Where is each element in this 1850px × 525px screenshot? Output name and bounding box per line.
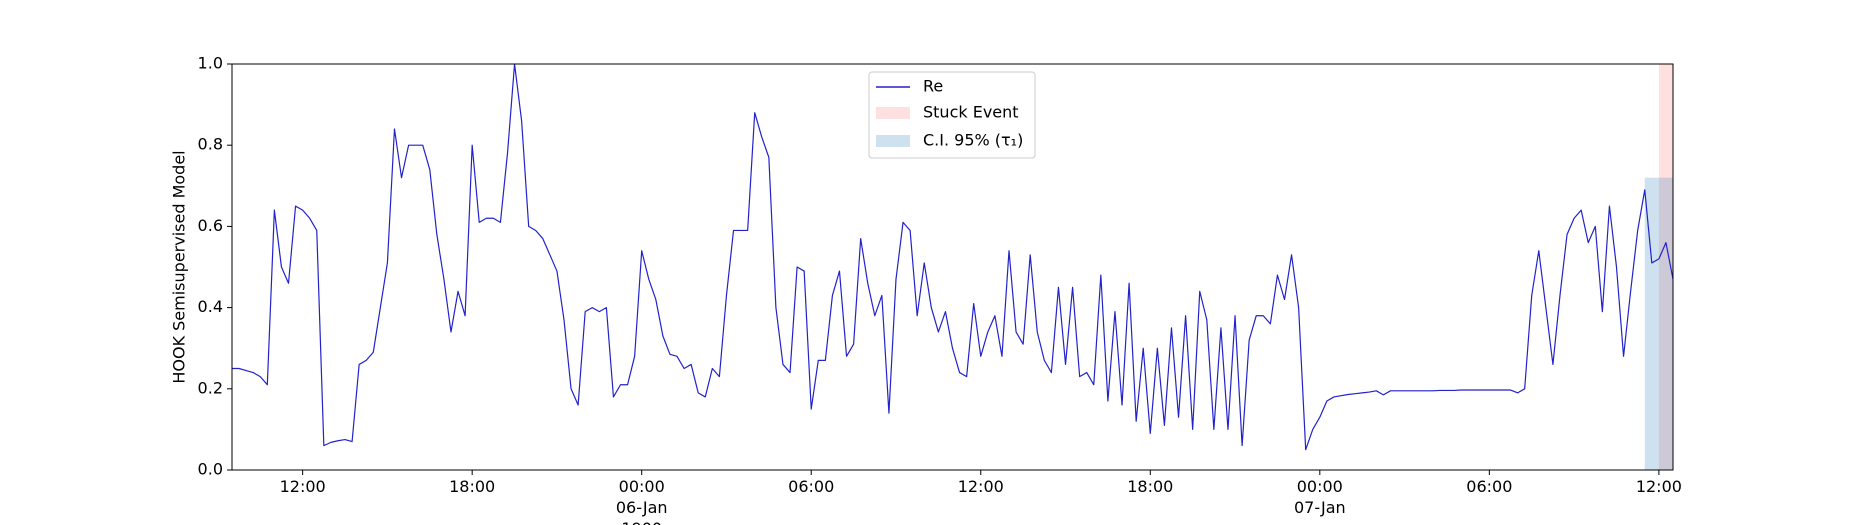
span (1658, 64, 1673, 470)
y-axis-label: HOOK Semisupervised Model (170, 150, 189, 383)
legend-box (868, 71, 1036, 159)
x-tick-label: 12:00 (280, 477, 326, 496)
legend-label: Re (923, 77, 943, 96)
plot-frame (231, 63, 1674, 471)
x-tick-label: 00:00 07-Jan (1294, 477, 1346, 517)
x-tick-label: 18:00 (449, 477, 495, 496)
legend-swatch (876, 107, 910, 119)
data-line (232, 63, 1674, 451)
y-tick-label: 1.0 (198, 54, 223, 73)
legend-label: Stuck Event (923, 103, 1019, 122)
y-tick-label: 0.6 (198, 216, 223, 235)
x-tick-label: 12:00 (958, 477, 1004, 496)
x-tick-label: 06:00 (788, 477, 834, 496)
x-tick-label: 06:00 (1466, 477, 1512, 496)
y-tick-label: 0.0 (198, 460, 223, 479)
legend-swatch (876, 135, 910, 147)
y-tick-label: 0.4 (198, 297, 223, 316)
y-tick-label: 0.2 (198, 378, 223, 397)
legend: Re Stuck Event C.I. 95% (τ₁) (868, 71, 1036, 159)
legend-label: C.I. 95% (τ₁) (923, 131, 1023, 150)
span (1644, 177, 1673, 470)
x-tick-label: 12:00 (1636, 477, 1682, 496)
x-tick-label: 18:00 (1127, 477, 1173, 496)
y-tick-label: 0.8 (198, 135, 223, 154)
